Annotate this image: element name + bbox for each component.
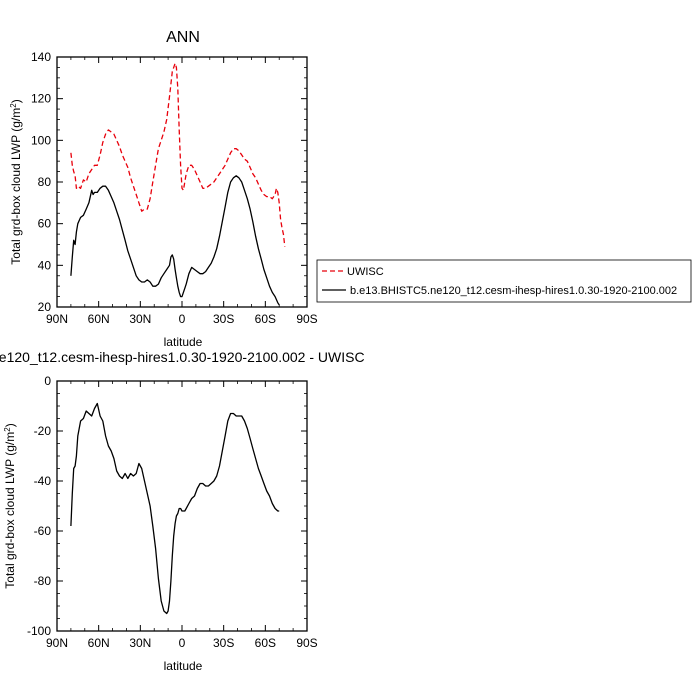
bottom-xtick-label: 90N xyxy=(46,636,68,650)
bottom-ytick-label: -60 xyxy=(34,524,52,538)
legend: UWISC b.e13.BHISTC5.ne120_t12.cesm-ihesp… xyxy=(316,259,692,303)
bottom-xtick-label: 30S xyxy=(213,636,234,650)
top-ytick-label: 100 xyxy=(31,133,51,147)
bottom-xtick-label: 90S xyxy=(296,636,317,650)
top-ytick-label: 40 xyxy=(38,258,52,272)
bottom-xtick-label: 60N xyxy=(88,636,110,650)
top-series-line-0 xyxy=(70,62,286,247)
bottom-panel: ISTC5.ne120_t12.cesm-ihesp-hires1.0.30-1… xyxy=(0,349,365,673)
bottom-panel-title: ISTC5.ne120_t12.cesm-ihesp-hires1.0.30-1… xyxy=(0,349,365,365)
bottom-panel-ylabel: Total grd-box cloud LWP (g/m2) xyxy=(3,423,17,588)
bottom-ytick-label: 0 xyxy=(44,374,51,388)
bottom-panel-series xyxy=(70,402,280,615)
top-ytick-label: 20 xyxy=(38,300,52,314)
legend-label-uwisc: UWISC xyxy=(347,266,384,278)
top-panel-series xyxy=(70,62,286,306)
top-panel-ylabel: Total grd-box cloud LWP (g/m2) xyxy=(9,99,23,264)
top-xtick-label: 0 xyxy=(179,312,186,326)
bottom-ytick-label: -40 xyxy=(34,474,52,488)
top-xtick-label: 30N xyxy=(129,312,151,326)
top-series-line-1 xyxy=(70,175,280,306)
top-xtick-label: 90S xyxy=(296,312,317,326)
bottom-panel-frame xyxy=(56,380,308,632)
bottom-ytick-label: -20 xyxy=(34,424,52,438)
top-panel: ANN 90N 60N 30N 0 30S 60S 90S 20 40 60 80 100 120 140… xyxy=(9,29,318,349)
top-ytick-label: 60 xyxy=(38,217,52,231)
top-xtick-label: 90N xyxy=(46,312,68,326)
legend-label-model: b.e13.BHISTC5.ne120_t12.cesm-ihesp-hires… xyxy=(350,285,677,297)
top-panel-xlabel: latitude xyxy=(164,335,203,349)
bottom-panel-xlabel: latitude xyxy=(164,659,203,673)
top-ytick-label: 80 xyxy=(38,175,52,189)
bottom-series-line-0 xyxy=(70,402,280,615)
bottom-ytick-label: -100 xyxy=(27,624,51,638)
bottom-ytick-label: -80 xyxy=(34,574,52,588)
bottom-xtick-label: 0 xyxy=(179,636,186,650)
top-ytick-label: 120 xyxy=(31,92,51,106)
bottom-xtick-label: 30N xyxy=(129,636,151,650)
top-xtick-label: 30S xyxy=(213,312,234,326)
legend-box xyxy=(316,259,692,303)
top-xtick-label: 60N xyxy=(88,312,110,326)
bottom-xtick-label: 60S xyxy=(255,636,276,650)
top-xtick-label: 60S xyxy=(255,312,276,326)
top-ytick-label: 140 xyxy=(31,50,51,64)
top-panel-title: ANN xyxy=(166,29,200,46)
